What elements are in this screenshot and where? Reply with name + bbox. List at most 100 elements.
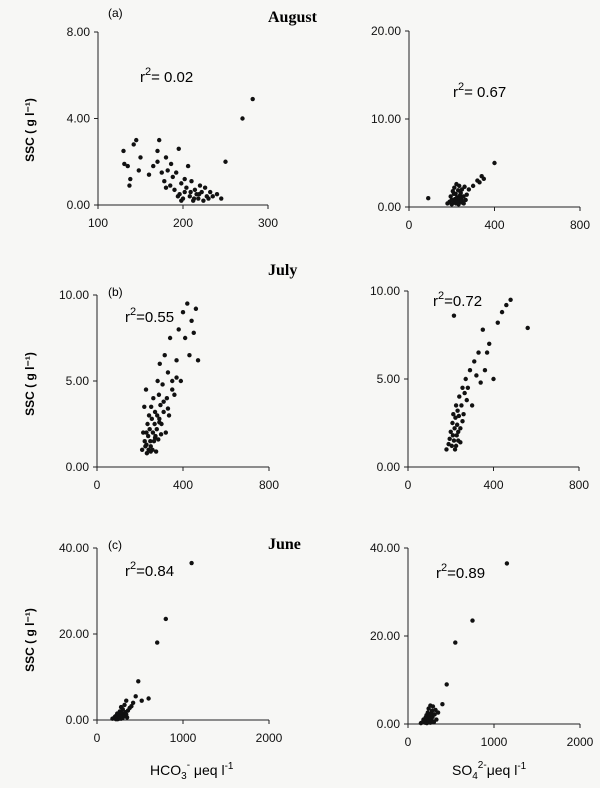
data-point	[170, 387, 175, 392]
data-point	[456, 429, 461, 434]
row-c-tag: (c)	[108, 538, 122, 552]
x-label-left-tail: μeq l	[190, 762, 225, 778]
row-c-title: June	[268, 536, 301, 553]
data-point	[476, 350, 481, 355]
x-tick-label: 800	[570, 218, 590, 232]
data-point	[492, 160, 497, 166]
data-point	[444, 682, 449, 687]
data-point	[495, 320, 500, 325]
x-tick-label: 1000	[481, 735, 508, 749]
data-point	[151, 396, 156, 401]
data-point	[162, 353, 167, 358]
data-point	[463, 376, 468, 382]
data-point	[426, 196, 431, 201]
y-tick-label: 40.00	[59, 541, 89, 555]
data-point	[196, 191, 202, 197]
x-tick-label: 300	[258, 216, 278, 230]
data-point	[482, 368, 488, 373]
data-point	[452, 426, 457, 431]
data-point	[456, 413, 462, 419]
data-point	[458, 440, 463, 445]
data-point	[146, 413, 152, 418]
data-point	[193, 306, 199, 311]
panel-b-right: 0.00 5.00 10.00 0 400 800 r2=0.72	[370, 284, 589, 492]
data-point	[460, 419, 465, 424]
data-point	[472, 359, 477, 364]
panel-b-left: 0.00 5.00 10.00 0 400 800 r2=0.55	[59, 288, 279, 492]
data-point	[474, 373, 479, 378]
data-point	[223, 159, 228, 164]
data-point	[165, 168, 170, 173]
data-point	[170, 174, 175, 180]
data-point	[458, 426, 463, 431]
data-point	[174, 375, 179, 380]
data-point	[465, 385, 471, 390]
data-point	[163, 185, 169, 190]
data-point	[148, 404, 154, 409]
data-point	[182, 189, 187, 195]
data-point	[157, 416, 162, 422]
x-tick-label: 0	[405, 735, 412, 749]
data-point	[158, 432, 164, 437]
y-tick-label: 0.00	[66, 460, 90, 474]
data-point	[144, 442, 149, 447]
y-tick-label: 20.00	[371, 24, 401, 38]
data-point	[240, 116, 245, 121]
y-tick-label: 10.00	[59, 288, 89, 302]
x-label-left-sub: 3	[181, 771, 187, 782]
data-point	[133, 694, 138, 699]
data-point	[455, 200, 460, 205]
data-point	[451, 438, 457, 443]
x-tick-label: 400	[484, 218, 504, 232]
data-point	[152, 421, 157, 427]
x-axis-label-left: HCO3- μeq l-1	[150, 760, 234, 782]
data-point	[149, 416, 155, 422]
y-tick-label: 4.00	[67, 112, 91, 126]
data-point	[429, 708, 435, 713]
data-point	[122, 702, 127, 708]
data-point	[525, 325, 530, 331]
y-tick-label: 5.00	[66, 374, 90, 388]
data-point	[156, 437, 161, 442]
data-point	[165, 406, 171, 411]
data-point	[202, 185, 208, 190]
data-point	[449, 197, 454, 203]
x-label-right-sub: 4	[472, 771, 478, 782]
data-point	[184, 185, 189, 190]
data-point	[170, 378, 175, 384]
data-point	[462, 390, 467, 396]
data-point	[453, 640, 458, 645]
data-point	[480, 327, 486, 332]
data-point	[153, 449, 159, 454]
data-point	[185, 301, 190, 306]
panel-c-left: 0.00 20.00 40.00 0 1000 2000 r2=0.84	[59, 541, 283, 745]
data-point	[159, 170, 164, 175]
data-point	[189, 560, 194, 566]
data-point	[142, 439, 147, 444]
data-point	[155, 378, 160, 384]
data-point	[164, 396, 170, 401]
data-point	[451, 191, 457, 196]
data-point	[125, 163, 130, 169]
data-point	[453, 403, 459, 408]
data-point	[250, 96, 255, 102]
data-point	[148, 439, 153, 444]
data-point	[192, 187, 198, 193]
data-point	[185, 163, 191, 169]
data-point	[453, 443, 459, 449]
r-squared-label: r2=0.89	[436, 562, 485, 582]
data-point	[448, 194, 453, 199]
data-point	[161, 409, 166, 415]
data-point	[179, 181, 184, 186]
x-tick-label: 0	[405, 478, 412, 492]
data-point	[197, 183, 203, 188]
data-point	[447, 436, 452, 442]
data-point	[128, 176, 133, 182]
y-tick-label: 0.00	[67, 198, 91, 212]
data-point	[487, 341, 492, 346]
x-tick-label: 100	[88, 216, 108, 230]
data-point	[139, 698, 144, 703]
y-tick-label: 10.00	[371, 112, 401, 126]
data-point	[450, 433, 456, 438]
